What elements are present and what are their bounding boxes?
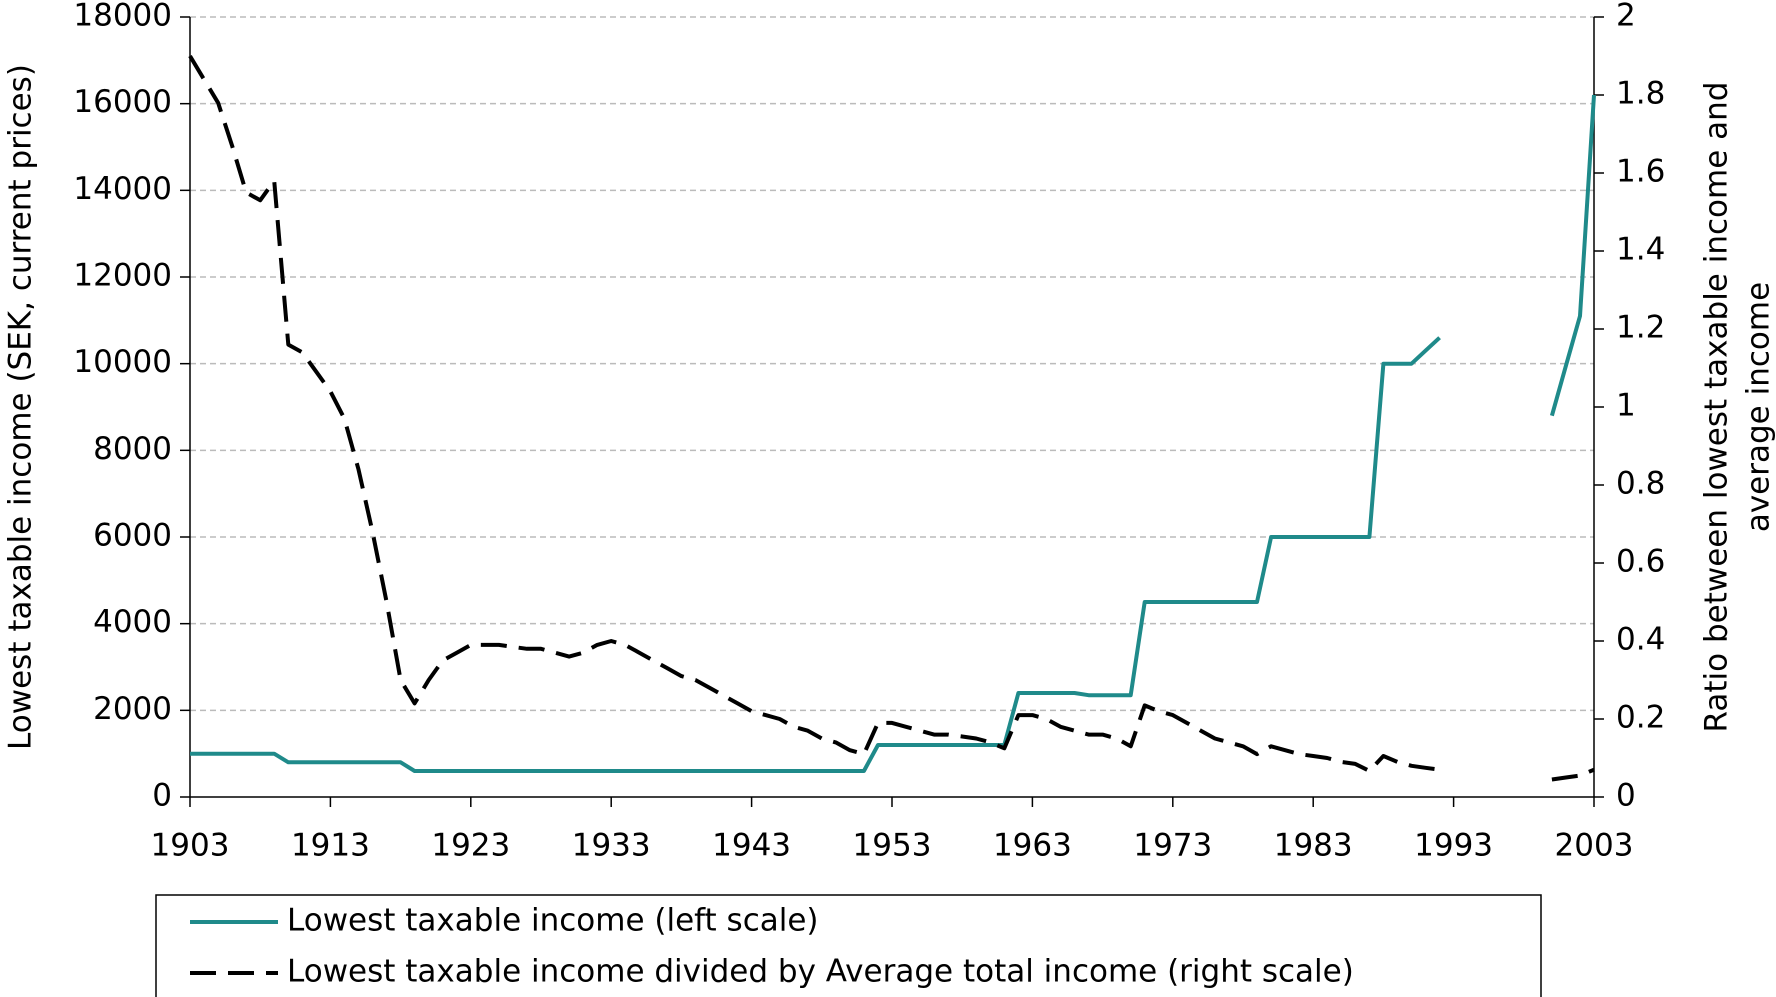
y2-tick-label: 0.4 (1616, 622, 1665, 658)
series-line (190, 94, 1596, 773)
y-tick-label: 0 (152, 778, 172, 814)
y-axis-label: Lowest taxable income (SEK, current pric… (3, 64, 39, 750)
y-tick-label: 8000 (93, 431, 172, 467)
x-tick-label: 2003 (1555, 828, 1634, 864)
y-tick-label: 14000 (73, 171, 172, 207)
y2-tick-label: 1 (1616, 388, 1636, 424)
y2-tick-label: 0 (1616, 778, 1636, 814)
x-tick-label: 1913 (291, 828, 370, 864)
series-line (188, 54, 1595, 782)
x-tick-label: 1943 (712, 828, 791, 864)
y2-axis-label: Ratio between lowest taxable income and (1699, 82, 1735, 733)
x-tick-label: 1963 (993, 828, 1072, 864)
y2-tick-label: 0.8 (1616, 466, 1665, 502)
y2-tick-label: 1.2 (1616, 310, 1665, 346)
x-tick-label: 1983 (1274, 828, 1353, 864)
y-tick-label: 16000 (73, 84, 172, 120)
y-tick-label: 18000 (73, 0, 172, 34)
x-tick-label: 1903 (151, 828, 230, 864)
y-tick-label: 2000 (93, 691, 172, 727)
legend-box (155, 894, 1542, 997)
y2-tick-label: 1.6 (1616, 154, 1665, 190)
y-tick-label: 6000 (93, 518, 172, 554)
y2-tick-label: 2 (1616, 0, 1636, 34)
y2-tick-label: 1.4 (1616, 232, 1665, 268)
x-tick-label: 1953 (853, 828, 932, 864)
legend-label: Lowest taxable income divided by Average… (287, 954, 1354, 990)
y2-tick-label: 0.6 (1616, 544, 1665, 580)
y-tick-label: 4000 (93, 604, 172, 640)
x-tick-label: 1993 (1414, 828, 1493, 864)
y-tick-label: 10000 (73, 344, 172, 380)
y2-axis-label: average income (1741, 282, 1776, 532)
x-tick-label: 1933 (572, 828, 651, 864)
legend-label: Lowest taxable income (left scale) (287, 903, 819, 939)
x-tick-label: 1923 (431, 828, 510, 864)
y-tick-label: 12000 (73, 258, 172, 294)
x-tick-label: 1973 (1133, 828, 1212, 864)
y2-tick-label: 1.8 (1616, 76, 1665, 112)
y2-tick-label: 0.2 (1616, 700, 1665, 736)
